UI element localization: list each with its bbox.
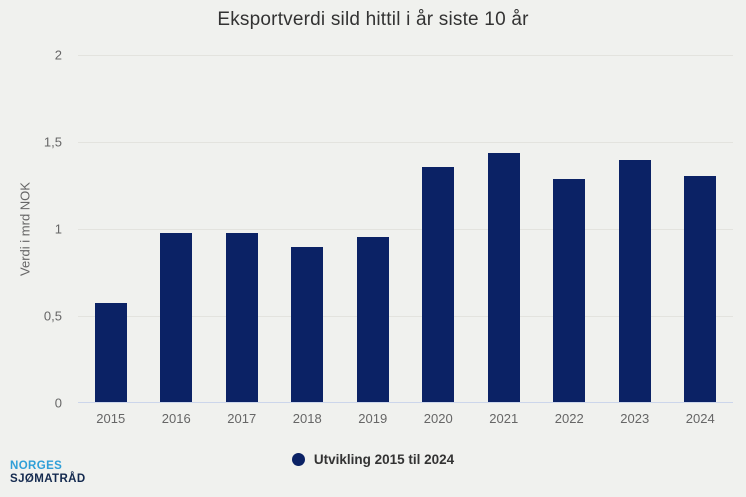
gridline	[78, 316, 733, 317]
y-tick-label: 0	[54, 395, 62, 411]
y-tick-label: 1,5	[43, 134, 62, 150]
legend-marker-icon	[291, 453, 305, 466]
gridline	[78, 229, 733, 230]
x-tick-label: 2019	[358, 411, 388, 426]
y-axis-labels: 0 0,5 1 1,5 2	[0, 48, 62, 411]
x-tick-label: 2020	[423, 411, 453, 426]
bar-2021[interactable]	[487, 153, 520, 402]
legend-item[interactable]: Utvikling 2015 til 2024	[0, 452, 746, 467]
plot-area	[78, 55, 733, 403]
logo-line-sjomatrad: SJØMATRÅD	[10, 473, 86, 485]
chart-title: Eksportverdi sild hittil i år siste 10 å…	[217, 9, 529, 30]
y-tick-label: 1	[54, 221, 62, 237]
x-tick-label: 2023	[620, 411, 650, 426]
bar-2019[interactable]	[356, 236, 389, 402]
norges-sjomatrad-logo: NORGES SJØMATRÅD	[10, 460, 86, 486]
x-tick-label: 2022	[554, 411, 584, 426]
bar-2023[interactable]	[618, 160, 651, 402]
bar-2024[interactable]	[684, 175, 717, 402]
y-tick-label: 0,5	[43, 308, 62, 324]
x-tick-label: 2021	[489, 411, 519, 426]
gridline	[78, 142, 733, 143]
x-tick-label: 2015	[96, 411, 126, 426]
x-tick-label: 2017	[227, 411, 257, 426]
bar-2020[interactable]	[422, 167, 455, 402]
gridline	[78, 55, 733, 56]
bar-2018[interactable]	[291, 247, 324, 402]
logo-line-norges: NORGES	[10, 460, 63, 472]
bar-2015[interactable]	[94, 302, 127, 402]
legend-label: Utvikling 2015 til 2024	[313, 452, 455, 467]
x-tick-label: 2024	[685, 411, 715, 426]
bar-2017[interactable]	[225, 233, 258, 402]
x-axis-labels: 2015 2016 2017 2018 2019 2020 2021 2022 2023 2024	[78, 411, 733, 431]
bar-2022[interactable]	[553, 179, 586, 402]
y-tick-label: 2	[54, 47, 62, 63]
bar-2016[interactable]	[160, 233, 193, 402]
x-tick-label: 2016	[161, 411, 191, 426]
x-tick-label: 2018	[292, 411, 322, 426]
